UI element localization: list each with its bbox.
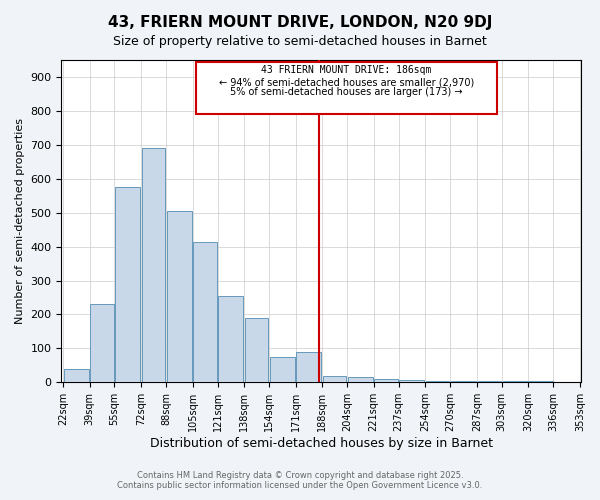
Bar [400,380,424,382]
Bar [167,211,192,382]
Text: Size of property relative to semi-detached houses in Barnet: Size of property relative to semi-detach… [113,35,487,48]
Text: 43 FRIERN MOUNT DRIVE: 186sqm: 43 FRIERN MOUNT DRIVE: 186sqm [261,65,431,75]
Text: 5% of semi-detached houses are larger (173) →: 5% of semi-detached houses are larger (1… [230,86,463,97]
X-axis label: Distribution of semi-detached houses by size in Barnet: Distribution of semi-detached houses by … [150,437,493,450]
Bar [115,187,140,382]
Bar [142,148,165,382]
Bar [348,378,373,382]
Bar [218,296,244,382]
FancyBboxPatch shape [196,62,497,114]
Text: 43, FRIERN MOUNT DRIVE, LONDON, N20 9DJ: 43, FRIERN MOUNT DRIVE, LONDON, N20 9DJ [108,15,492,30]
Bar [270,357,295,382]
Bar [478,380,501,382]
Text: ← 94% of semi-detached houses are smaller (2,970): ← 94% of semi-detached houses are smalle… [219,77,474,87]
Bar [451,380,476,382]
Bar [323,376,346,382]
Bar [426,380,449,382]
Bar [296,352,322,382]
Bar [503,380,527,382]
Bar [90,304,114,382]
Bar [64,369,89,382]
Y-axis label: Number of semi-detached properties: Number of semi-detached properties [15,118,25,324]
Bar [374,379,398,382]
Text: Contains HM Land Registry data © Crown copyright and database right 2025.
Contai: Contains HM Land Registry data © Crown c… [118,470,482,490]
Bar [193,242,217,382]
Bar [245,318,268,382]
